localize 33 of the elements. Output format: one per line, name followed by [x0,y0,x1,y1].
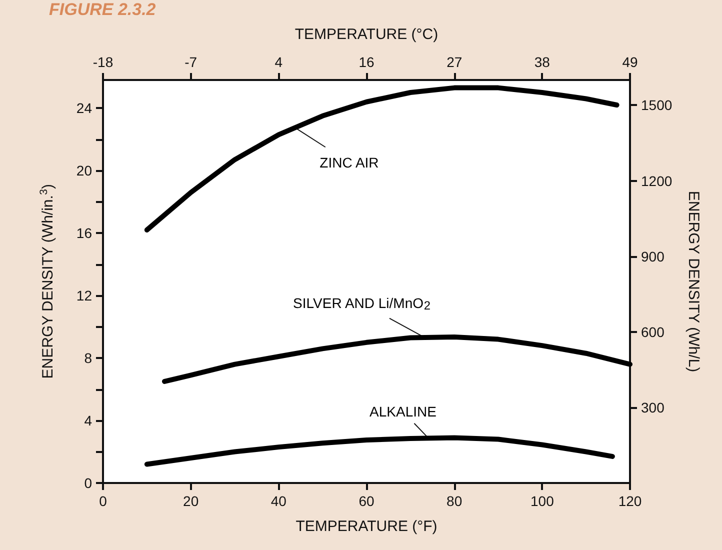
x2-tick-label: 38 [534,54,550,70]
y2-axis-title: ENERGY DENSITY (Wh/L) [685,190,702,372]
x-tick-label: 20 [183,493,199,509]
y2-tick-label: 900 [641,248,665,264]
y2-tick-label: 300 [641,399,665,416]
y-tick-label: 0 [84,475,92,491]
x-tick-label: 0 [99,493,108,509]
x-tick-label: 80 [446,493,462,509]
chart-title: FIGURE 2.3.2 [49,0,156,19]
x-tick-label: 40 [270,493,287,509]
y2-tick-label: 600 [641,324,665,340]
x-axis-title: TEMPERATURE (°F) [296,518,438,535]
x-tick-label: 100 [530,493,554,509]
x2-tick-label: 4 [274,54,283,70]
x-tick-label: 60 [358,493,374,509]
x2-tick-label: 49 [622,54,638,70]
y-tick-label: 12 [76,288,92,304]
y-tick-label: 4 [84,412,92,429]
x2-axis-title: TEMPERATURE (°C) [294,26,438,43]
y2-tick-label: 1200 [641,172,672,189]
x-tick-label: 120 [618,493,642,509]
x2-tick-label: -7 [184,54,198,70]
y-tick-label: 24 [76,100,92,116]
y-axis-title: ENERGY DENSITY (Wh/in.3) [38,184,56,379]
x2-tick-label: 16 [358,54,375,70]
annotation: ZINC AIR [320,154,379,170]
annotation: ALKALINE [370,404,436,420]
x2-tick-label: 27 [446,54,462,70]
y2-tick-label: 1500 [641,97,672,114]
y-tick-label: 16 [76,225,92,242]
y-tick-label: 20 [76,162,92,179]
x2-tick-label: -18 [92,54,114,70]
y-tick-label: 8 [84,350,92,366]
